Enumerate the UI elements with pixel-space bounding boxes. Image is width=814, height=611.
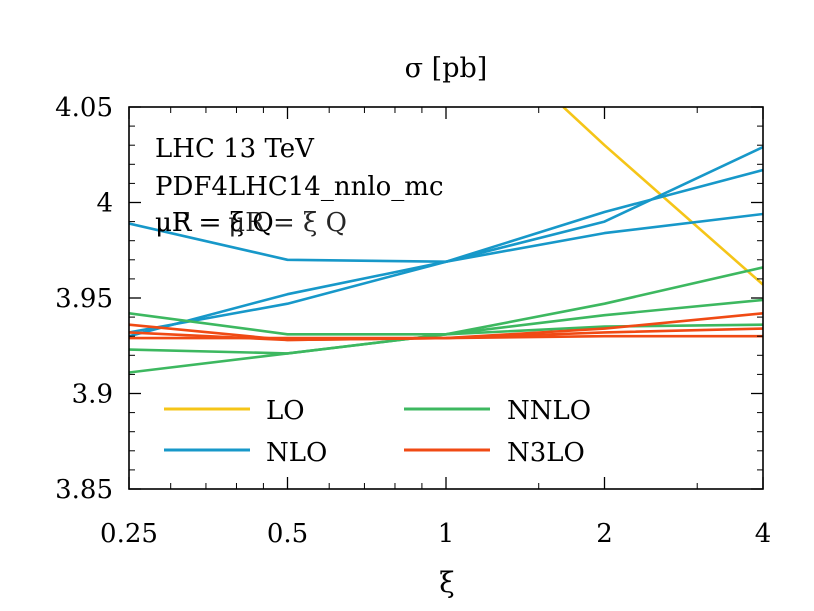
y-tick-label: 3.85 [55, 475, 113, 505]
annotation-scale-fact: μF = μR = ξ Q [155, 208, 347, 238]
series-line-lo-0 [562, 107, 763, 286]
y-tick-label: 3.95 [55, 284, 113, 314]
series-line-nlo-1 [129, 145, 763, 264]
legend-label-n3lo: N3LO [507, 438, 585, 468]
annotation-energy: LHC 13 TeV [155, 134, 315, 164]
x-tick-label: 2 [596, 519, 613, 549]
x-tick-label: 4 [755, 519, 772, 549]
legend: LO NLO NNLO N3LO [164, 396, 591, 468]
y-tick-label: 4 [96, 189, 113, 219]
series-line-nnlo-4 [129, 266, 763, 336]
y-tick-label: 4.05 [55, 93, 113, 123]
series-line-n3lo-9 [129, 327, 763, 342]
series-line-nlo-3 [129, 212, 763, 334]
x-tick-label: 0.5 [267, 519, 308, 549]
annotation-pdf: PDF4LHC14_nnlo_mc [155, 172, 444, 202]
legend-label-lo: LO [266, 396, 305, 426]
annotation-scale-renorm: μR = ξ Q [155, 208, 274, 238]
chart-title: σ [pb] [405, 53, 488, 84]
plot-frame [128, 106, 764, 490]
x-tick-label: 0.25 [100, 519, 158, 549]
axis-ticks: 3.85 3.9 3.95 4 4.05 0.25 0.5 1 2 4 [55, 93, 771, 549]
series-layer [129, 107, 763, 374]
y-tick-label: 3.9 [72, 380, 113, 410]
series-line-nnlo-6 [129, 323, 763, 355]
legend-label-nlo: NLO [266, 438, 327, 468]
x-axis-label: ξ [439, 566, 454, 599]
annotation-block: LHC 13 TeV PDF4LHC14_nnlo_mc μR = ξ Q μF… [155, 134, 444, 238]
legend-label-nnlo: NNLO [507, 396, 591, 426]
x-tick-label: 1 [438, 519, 455, 549]
